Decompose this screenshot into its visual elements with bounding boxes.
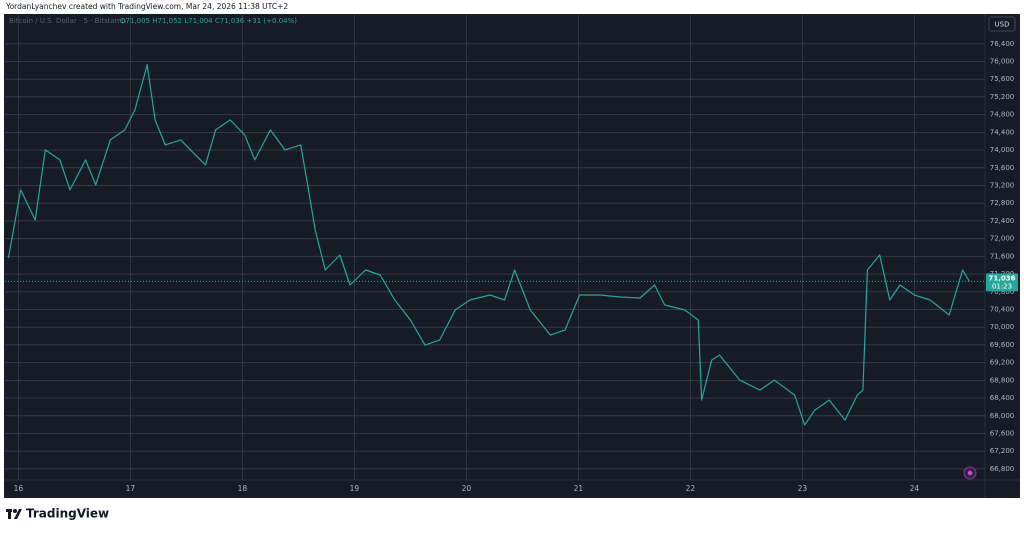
y-tick-label: 70,400 bbox=[990, 306, 1015, 314]
plot bbox=[5, 64, 985, 426]
y-tick-label: 69,200 bbox=[990, 359, 1015, 367]
brand-name: TradingView bbox=[26, 507, 109, 521]
x-tick-label: 22 bbox=[686, 484, 696, 493]
x-tick-label: 24 bbox=[910, 484, 920, 493]
y-tick-label: 76,400 bbox=[990, 40, 1015, 48]
y-tick-label: 68,800 bbox=[990, 376, 1015, 384]
ohlc-label: O71,005 H71,052 L71,004 C71,036 +31 (+0.… bbox=[120, 17, 297, 25]
price-line bbox=[7, 64, 970, 426]
y-tick-label: 74,000 bbox=[990, 146, 1015, 154]
y-tick-label: 74,400 bbox=[990, 128, 1015, 136]
grid bbox=[5, 15, 985, 480]
symbol-label: Bitcoin / U.S. Dollar · 5 · Bitstamp bbox=[9, 17, 127, 25]
y-tick-label: 75,600 bbox=[990, 75, 1015, 83]
y-tick-label: 73,200 bbox=[990, 182, 1015, 190]
x-tick-label: 20 bbox=[462, 484, 472, 493]
y-tick-label: 76,000 bbox=[990, 58, 1015, 66]
x-tick-label: 18 bbox=[238, 484, 248, 493]
y-tick-label: 74,800 bbox=[990, 111, 1015, 119]
currency-label: USD bbox=[995, 21, 1010, 29]
y-tick-label: 75,200 bbox=[990, 93, 1015, 101]
y-tick-label: 72,400 bbox=[990, 217, 1015, 225]
x-tick-label: 23 bbox=[798, 484, 808, 493]
y-tick-label: 68,400 bbox=[990, 394, 1015, 402]
y-tick-label: 69,600 bbox=[990, 341, 1015, 349]
last-price-box bbox=[986, 273, 1018, 292]
countdown-label: 01:23 bbox=[992, 282, 1012, 290]
logo-badge bbox=[963, 466, 977, 480]
y-tick-label: 67,600 bbox=[990, 430, 1015, 438]
y-tick-label: 71,600 bbox=[990, 252, 1015, 260]
y-tick-label: 72,800 bbox=[990, 199, 1015, 207]
y-tick-label: 66,800 bbox=[990, 465, 1015, 473]
last-price-label: 71,036 bbox=[988, 274, 1015, 282]
y-tick-label: 70,000 bbox=[990, 323, 1015, 331]
x-tick-label: 17 bbox=[126, 484, 136, 493]
x-tick-label: 16 bbox=[14, 484, 24, 493]
author-line: YordanLyanchev created with TradingView.… bbox=[5, 2, 288, 11]
currency-button[interactable] bbox=[988, 16, 1016, 32]
x-tick-label: 21 bbox=[574, 484, 584, 493]
y-tick-label: 72,000 bbox=[990, 235, 1015, 243]
y-tick-label: 70,800 bbox=[990, 288, 1015, 296]
y-tick-label: 73,600 bbox=[990, 164, 1015, 172]
brand-logo bbox=[6, 509, 22, 519]
y-tick-label: 67,200 bbox=[990, 447, 1015, 455]
x-tick-label: 19 bbox=[350, 484, 360, 493]
y-tick-label: 68,000 bbox=[990, 412, 1015, 420]
